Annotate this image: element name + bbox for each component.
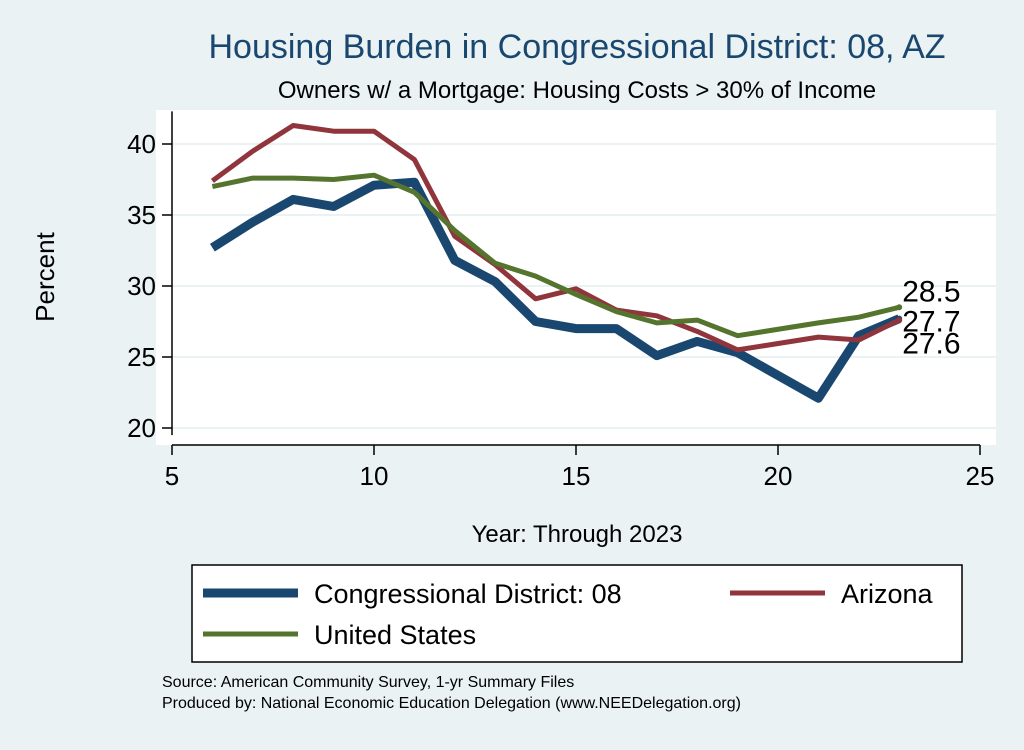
y-axis: 20 25 30 35 40 — [127, 111, 173, 443]
series-lines — [209, 123, 903, 403]
x-tick-label: 5 — [165, 461, 179, 491]
end-labels: 28.527.727.6 — [902, 275, 960, 360]
x-tick-label: 15 — [562, 461, 591, 491]
gridlines — [172, 143, 996, 429]
y-axis-title: Percent — [30, 231, 60, 321]
chart-title: Housing Burden in Congressional District… — [208, 28, 945, 66]
legend-box — [191, 564, 963, 663]
end-label-0: 27.7 — [902, 305, 960, 338]
y-tick-label: 35 — [127, 200, 156, 230]
series-line-1 — [210, 123, 901, 353]
end-label-2: 28.5 — [902, 275, 960, 308]
x-tick-label: 10 — [360, 461, 389, 491]
series-endpoint-2 — [896, 304, 903, 311]
series-line-0 — [209, 177, 901, 403]
produced-by-note: Produced by: National Economic Education… — [162, 695, 741, 712]
series-line-2 — [211, 172, 900, 339]
y-tick-label: 20 — [127, 413, 156, 443]
x-axis-title: Year: Through 2023 — [472, 521, 683, 548]
y-tick-label: 25 — [127, 342, 156, 372]
legend-label-2: United States — [314, 620, 476, 650]
legend-label-1: Arizona — [841, 579, 934, 609]
end-label-1: 27.6 — [902, 327, 960, 360]
x-tick-label: 20 — [764, 461, 793, 491]
y-tick-label: 40 — [127, 129, 156, 159]
legend-label-0: Congressional District: 08 — [314, 579, 622, 609]
y-tick-label: 30 — [127, 271, 156, 301]
source-note: Source: American Community Survey, 1-yr … — [162, 674, 574, 691]
x-tick-label: 25 — [966, 461, 995, 491]
legend: Congressional District: 08 Arizona United … — [203, 579, 934, 650]
plot-area — [156, 110, 996, 445]
series-endpoint-1 — [896, 317, 903, 324]
chart-subtitle: Owners w/ a Mortgage: Housing Costs > 30… — [278, 77, 876, 104]
x-axis: 5 10 15 20 25 — [165, 444, 995, 491]
